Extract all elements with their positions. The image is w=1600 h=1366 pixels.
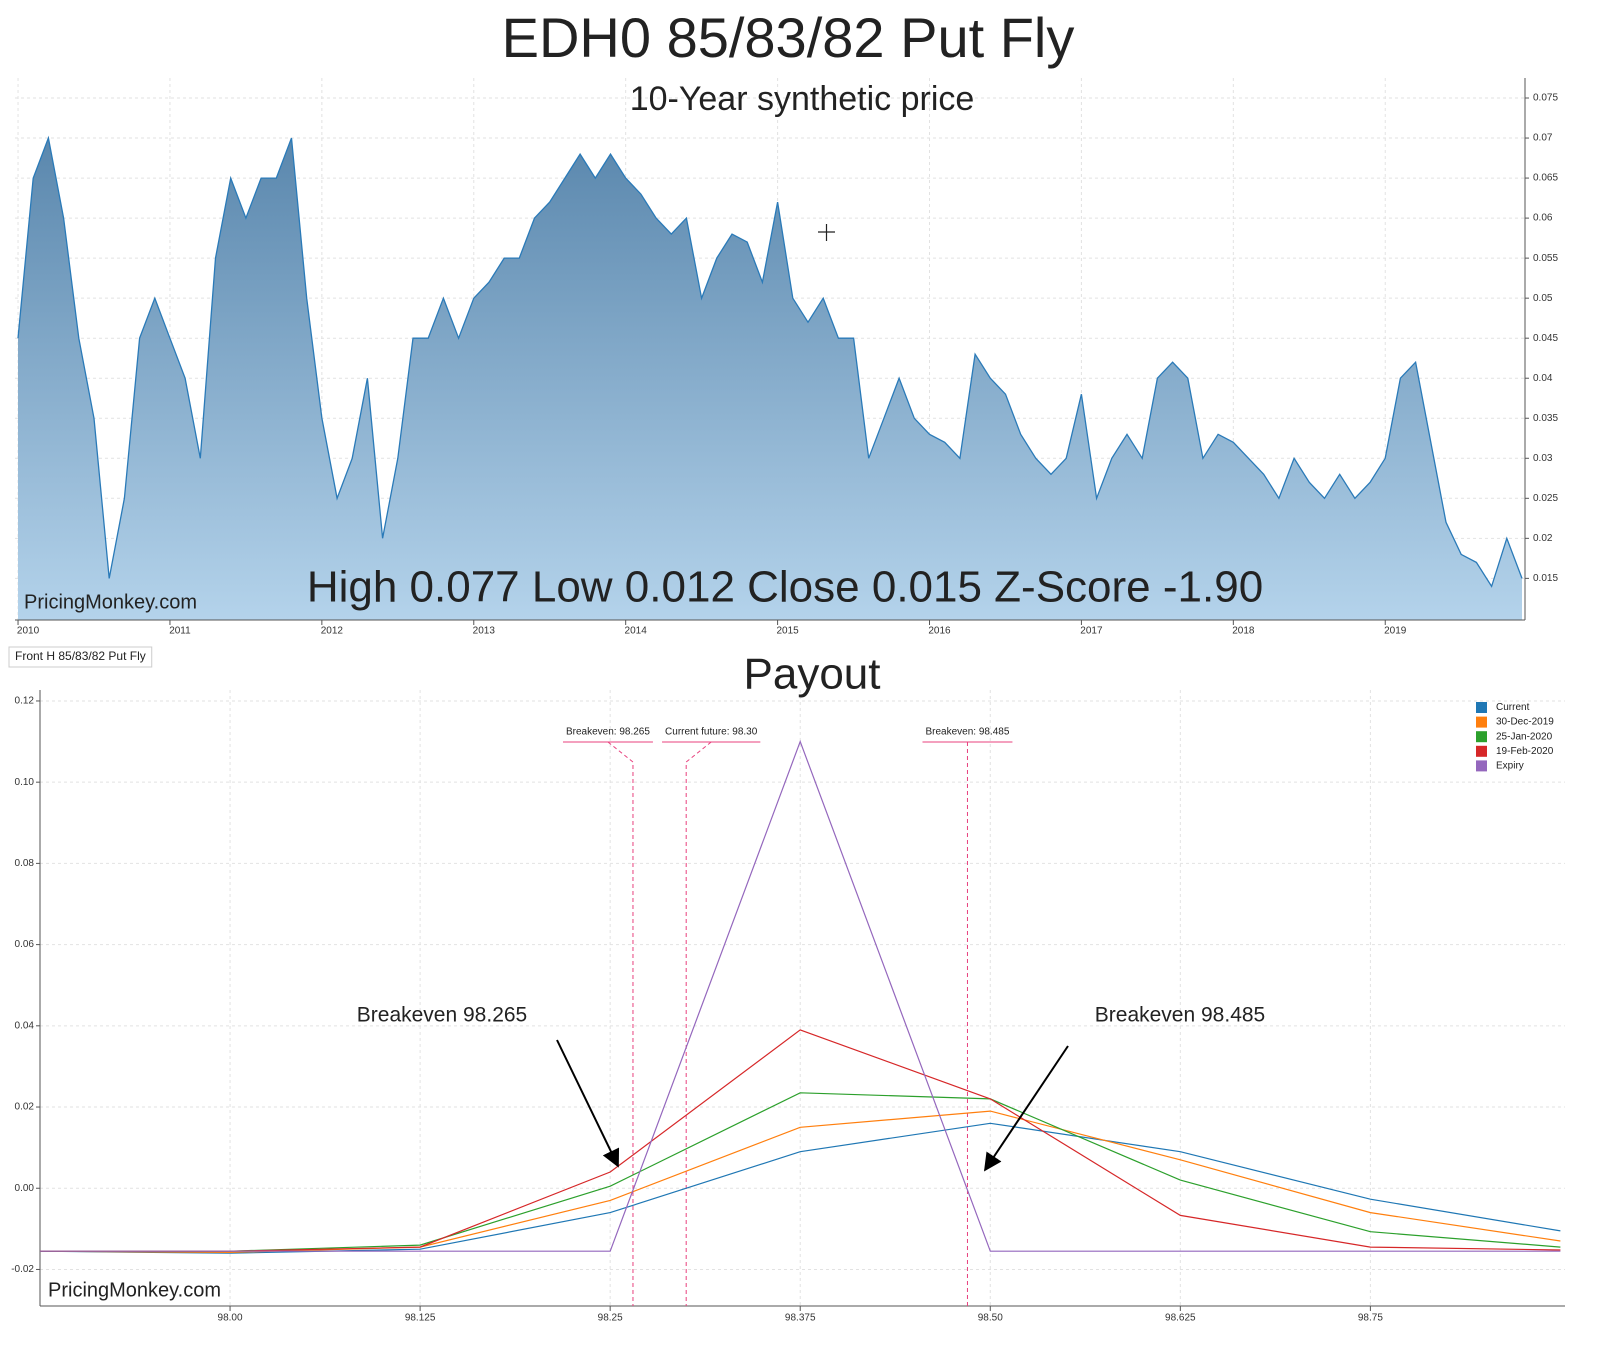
y-tick-label: 0.12 [15, 696, 35, 707]
series-line [40, 1029, 1561, 1252]
series-line [39, 1122, 1561, 1254]
legend-swatch [1476, 702, 1487, 713]
vline [607, 741, 634, 1306]
legend-swatch [1476, 760, 1487, 772]
x-tick-label: 2017 [1080, 626, 1103, 637]
chart-title: Payout [744, 650, 881, 699]
y-tick-label: 0.065 [1533, 173, 1558, 184]
x-tick-label: 2011 [169, 626, 191, 637]
vline [685, 741, 712, 1306]
y-tick-label: 0.055 [1533, 253, 1558, 264]
x-tick-label: 2014 [625, 626, 648, 637]
legend-label: 19-Feb-2020 [1496, 746, 1554, 757]
y-tick-label: 0.045 [1533, 333, 1558, 344]
watermark: PricingMonkey.com [48, 1279, 221, 1301]
y-tick-label: 0.06 [1533, 213, 1553, 224]
series-line [40, 739, 1561, 1252]
arrow [983, 1045, 1069, 1172]
y-tick-label: 0.04 [1533, 373, 1553, 384]
annotation: Breakeven 98.265 [357, 1004, 527, 1027]
annotation: Breakeven 98.485 [1095, 1004, 1265, 1027]
legend-label: Front H 85/83/82 Put Fly [15, 649, 146, 663]
arrow [556, 1039, 620, 1168]
y-tick-label: 0.06 [15, 939, 35, 950]
y-tick-label: -0.02 [11, 1264, 34, 1275]
line [17, 135, 1523, 588]
chart-subtitle: 10-Year synthetic price [630, 80, 975, 118]
chart-title: EDH0 85/83/82 Put Fly [502, 6, 1075, 69]
x-tick-label: 98.375 [785, 1313, 816, 1324]
x-tick-label: 2016 [928, 626, 951, 637]
x-tick-label: 2010 [17, 626, 40, 637]
x-tick-label: 2012 [321, 626, 344, 637]
y-tick-label: 0.03 [1533, 453, 1553, 464]
series-line [40, 1092, 1561, 1252]
watermark: PricingMonkey.com [24, 591, 197, 613]
legend-swatch [1476, 745, 1487, 757]
y-tick-label: 0.075 [1533, 93, 1558, 104]
y-tick-label: 0.015 [1533, 573, 1558, 584]
y-tick-label: 0.035 [1533, 413, 1558, 424]
y-tick-label: 0.02 [15, 1102, 35, 1113]
legend-label: Expiry [1496, 761, 1524, 772]
stats-annotation: High 0.077 Low 0.012 Close 0.015 Z-Score… [307, 563, 1263, 612]
x-tick-label: 98.00 [218, 1313, 243, 1324]
x-tick-label: 98.125 [405, 1313, 436, 1324]
y-tick-label: 0.07 [1533, 133, 1553, 144]
legend-box [8, 646, 153, 668]
cursor [818, 224, 835, 241]
x-tick-label: 2018 [1232, 626, 1255, 637]
y-tick-label: 0.10 [15, 777, 35, 788]
area [18, 138, 1522, 620]
vline-label: Breakeven: 98.265 [566, 727, 650, 738]
legend-label: Current [1496, 702, 1530, 713]
x-tick-label: 98.25 [598, 1313, 623, 1324]
x-tick-label: 2013 [473, 626, 496, 637]
y-tick-label: 0.02 [1533, 533, 1553, 544]
x-tick-label: 2019 [1384, 626, 1407, 637]
y-tick-label: 0.00 [15, 1183, 35, 1194]
y-tick-label: 0.08 [15, 858, 35, 869]
x-tick-label: 2015 [776, 626, 799, 637]
x-tick-label: 98.50 [978, 1313, 1003, 1324]
legend-label: 25-Jan-2020 [1496, 731, 1553, 742]
vline-label: Breakeven: 98.485 [925, 727, 1009, 738]
x-tick-label: 98.75 [1358, 1313, 1383, 1324]
legend-swatch [1476, 731, 1487, 743]
y-tick-label: 0.025 [1533, 493, 1558, 504]
legend-label: 30-Dec-2019 [1496, 717, 1554, 728]
x-tick-label: 98.625 [1165, 1313, 1196, 1324]
vline-label: Current future: 98.30 [665, 727, 758, 738]
y-tick-label: 0.04 [15, 1020, 35, 1031]
y-tick-label: 0.05 [1533, 293, 1553, 304]
legend-swatch [1476, 716, 1487, 728]
